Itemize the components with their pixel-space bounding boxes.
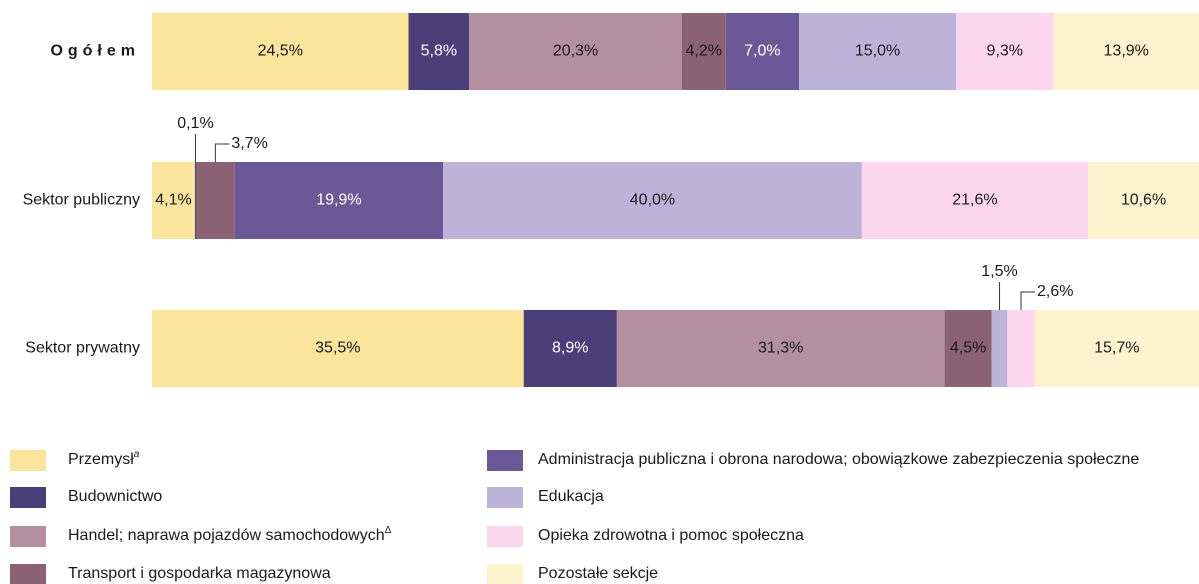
value-label: 19,9% xyxy=(316,192,361,209)
bar-segment xyxy=(681,13,726,90)
bar-segment xyxy=(956,13,1054,90)
value-label: 35,5% xyxy=(315,340,360,357)
value-label: 5,8% xyxy=(421,43,457,60)
bar-segment xyxy=(523,310,617,387)
legend-label: Pozostałe sekcje xyxy=(538,565,658,582)
category-label: Ogółem xyxy=(50,43,140,60)
category-label: Sektor prywatny xyxy=(25,340,140,357)
legend-name: Transport i gospodarka magazynowa xyxy=(68,565,331,582)
value-label: 10,6% xyxy=(1121,192,1166,209)
value-label: 9,3% xyxy=(987,43,1023,60)
legend-swatch xyxy=(487,450,523,471)
legend-name: Budownictwo xyxy=(68,488,162,505)
bar-segment xyxy=(152,13,409,90)
legend-swatch xyxy=(10,450,46,471)
leader-line xyxy=(214,143,230,162)
legend-name: Edukacja xyxy=(538,488,604,505)
value-label: 15,0% xyxy=(855,43,900,60)
legend-label: Budownictwo xyxy=(68,488,162,505)
legend-name: Opieka zdrowotna i pomoc społeczna xyxy=(538,527,804,544)
bar-segment xyxy=(1088,162,1199,239)
legend-name: Pozostałe sekcje xyxy=(538,565,658,582)
value-label: 21,6% xyxy=(952,192,997,209)
legend-label: Administracja publiczna i obrona narodow… xyxy=(538,451,1139,468)
bar-segment xyxy=(152,162,195,239)
legend-label: Opieka zdrowotna i pomoc społeczna xyxy=(538,527,804,544)
legend-swatch xyxy=(10,564,46,584)
bar-segment xyxy=(1053,13,1199,90)
value-label: 4,2% xyxy=(686,43,722,60)
legend-superscript: Δ xyxy=(385,525,392,536)
value-label: 13,9% xyxy=(1104,43,1149,60)
legend-swatch xyxy=(10,526,46,547)
value-label: 24,5% xyxy=(258,43,303,60)
bar-segment xyxy=(616,310,945,387)
value-label: 7,0% xyxy=(744,43,780,60)
legend-name: Przemysł xyxy=(68,451,134,468)
value-label: 0,1% xyxy=(177,115,213,132)
value-label: 40,0% xyxy=(630,192,675,209)
bar-segment xyxy=(799,13,957,90)
legend-superscript: a xyxy=(134,449,140,460)
legend-swatch xyxy=(487,526,523,547)
value-label: 4,5% xyxy=(950,340,986,357)
value-label: 15,7% xyxy=(1094,340,1139,357)
value-label: 3,7% xyxy=(231,135,267,152)
legend-label: Handel; naprawa pojazdów samochodowychΔ xyxy=(68,525,392,545)
value-label: 2,6% xyxy=(1037,283,1073,300)
bar-segment xyxy=(725,13,800,90)
value-label: 20,3% xyxy=(553,43,598,60)
legend-label: Przemysła xyxy=(68,449,140,469)
bar-segment xyxy=(195,162,235,239)
bar-segment xyxy=(469,13,682,90)
leader-line xyxy=(1020,291,1036,310)
value-label: 8,9% xyxy=(552,340,588,357)
value-label: 4,1% xyxy=(155,192,191,209)
legend-name: Administracja publiczna i obrona narodow… xyxy=(538,451,1139,468)
bar-segment xyxy=(194,162,196,239)
legend-label: Transport i gospodarka magazynowa xyxy=(68,565,331,582)
legend-swatch xyxy=(487,487,523,508)
legend-label: Edukacja xyxy=(538,488,604,505)
bar-segment xyxy=(944,310,992,387)
value-label: 1,5% xyxy=(981,263,1017,280)
bar-segment xyxy=(1007,310,1035,387)
bar-segment xyxy=(1034,310,1199,387)
bar-segment xyxy=(152,310,524,387)
legend-swatch xyxy=(487,564,523,584)
bar-segment xyxy=(408,13,470,90)
category-label: Sektor publiczny xyxy=(23,192,140,209)
legend-name: Handel; naprawa pojazdów samochodowych xyxy=(68,527,385,544)
legend-swatch xyxy=(10,487,46,508)
bar-segment xyxy=(443,162,862,239)
value-label: 31,3% xyxy=(758,340,803,357)
bar-segment xyxy=(861,162,1089,239)
bar-segment xyxy=(234,162,444,239)
bar-segment xyxy=(991,310,1008,387)
